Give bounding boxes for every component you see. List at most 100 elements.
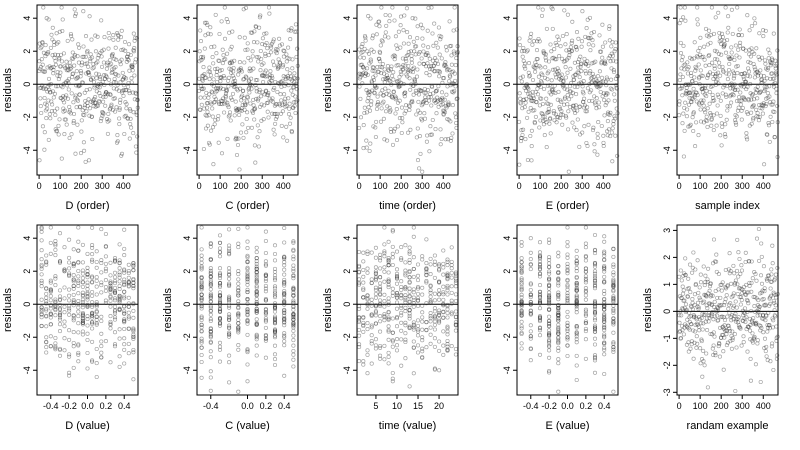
data-point xyxy=(213,12,218,17)
data-point xyxy=(592,142,597,147)
data-point xyxy=(410,100,415,105)
data-point xyxy=(109,70,114,76)
data-point xyxy=(708,84,713,89)
data-point xyxy=(236,281,241,286)
data-point xyxy=(749,121,754,126)
data-point xyxy=(432,322,437,327)
data-point xyxy=(48,344,53,349)
data-point xyxy=(426,98,432,103)
data-point xyxy=(112,289,118,295)
data-point xyxy=(80,313,85,318)
data-point xyxy=(83,54,88,59)
data-point xyxy=(97,85,102,90)
data-point xyxy=(376,19,381,24)
data-point xyxy=(687,124,692,129)
data-point xyxy=(523,83,528,88)
data-point xyxy=(90,243,95,248)
data-point xyxy=(113,71,118,76)
data-point xyxy=(438,37,443,42)
data-point xyxy=(706,28,712,33)
data-point xyxy=(53,299,58,304)
data-point xyxy=(229,70,234,75)
data-point xyxy=(441,343,446,348)
data-point xyxy=(248,101,253,106)
data-point xyxy=(527,73,533,78)
data-point xyxy=(432,69,437,74)
data-point xyxy=(453,284,458,289)
data-point xyxy=(391,89,396,94)
data-point xyxy=(90,326,95,331)
data-point xyxy=(248,58,253,63)
data-point xyxy=(135,134,140,139)
data-point xyxy=(361,250,366,255)
data-point xyxy=(230,83,235,88)
data-point xyxy=(381,116,386,121)
data-point xyxy=(131,377,136,382)
data-point xyxy=(359,62,364,67)
data-point xyxy=(94,374,99,380)
data-point xyxy=(526,86,531,91)
data-point xyxy=(217,323,223,328)
data-point xyxy=(87,14,92,19)
data-point xyxy=(607,38,612,43)
data-point xyxy=(206,69,211,74)
data-point xyxy=(450,82,455,87)
data-point xyxy=(527,94,532,100)
data-point xyxy=(581,100,586,105)
data-point xyxy=(700,86,705,92)
data-point xyxy=(604,100,609,105)
data-point xyxy=(420,254,425,259)
data-point xyxy=(592,149,597,154)
data-point xyxy=(44,350,49,355)
data-point xyxy=(378,64,383,69)
data-point xyxy=(429,5,434,10)
data-point xyxy=(122,342,127,347)
data-point xyxy=(692,75,697,80)
data-point xyxy=(395,100,401,105)
data-point xyxy=(573,72,578,77)
data-point xyxy=(522,105,527,110)
data-point xyxy=(445,263,450,268)
data-point xyxy=(271,127,276,132)
x-tick-label: 400 xyxy=(276,181,291,191)
data-point xyxy=(698,107,703,112)
data-point xyxy=(524,49,529,54)
data-point xyxy=(700,90,705,95)
x-tick-label: 0.4 xyxy=(278,401,291,411)
data-point xyxy=(133,35,138,40)
data-point xyxy=(571,74,576,79)
data-point xyxy=(717,354,722,359)
data-point xyxy=(357,125,362,131)
data-point xyxy=(361,274,366,279)
data-point xyxy=(579,44,584,49)
data-point xyxy=(214,51,219,56)
data-point xyxy=(215,85,221,90)
data-point xyxy=(366,14,371,19)
data-point xyxy=(681,291,686,296)
data-point xyxy=(445,310,450,316)
data-point xyxy=(568,45,573,50)
data-point xyxy=(415,323,421,328)
data-point xyxy=(62,310,67,315)
data-point xyxy=(603,93,609,98)
data-point xyxy=(76,274,81,279)
data-point xyxy=(588,48,593,53)
data-point xyxy=(455,51,460,56)
scatter-points xyxy=(357,5,460,174)
data-point xyxy=(44,324,49,329)
data-point xyxy=(129,80,134,85)
data-point xyxy=(568,89,573,94)
data-point xyxy=(542,133,547,138)
data-point xyxy=(596,83,601,88)
data-point xyxy=(741,76,746,81)
data-point xyxy=(245,41,250,46)
data-point xyxy=(103,73,108,78)
data-point xyxy=(376,56,381,61)
data-point xyxy=(601,79,606,84)
data-point xyxy=(534,63,539,68)
data-point xyxy=(206,95,211,100)
data-point xyxy=(707,101,712,106)
data-point xyxy=(602,269,607,274)
data-point xyxy=(231,84,237,89)
